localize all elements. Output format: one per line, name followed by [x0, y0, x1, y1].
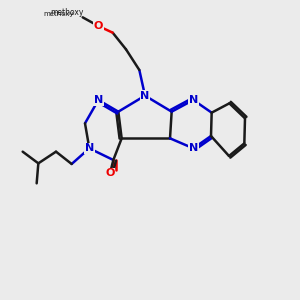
Text: methoxy: methoxy: [50, 8, 83, 17]
Text: N: N: [189, 143, 198, 153]
Text: O: O: [105, 168, 115, 178]
Text: N: N: [189, 95, 198, 105]
Text: methoxy: methoxy: [43, 11, 74, 17]
Text: N: N: [140, 91, 150, 101]
Text: N: N: [85, 143, 94, 153]
Text: O: O: [94, 21, 103, 31]
Text: N: N: [94, 95, 103, 105]
